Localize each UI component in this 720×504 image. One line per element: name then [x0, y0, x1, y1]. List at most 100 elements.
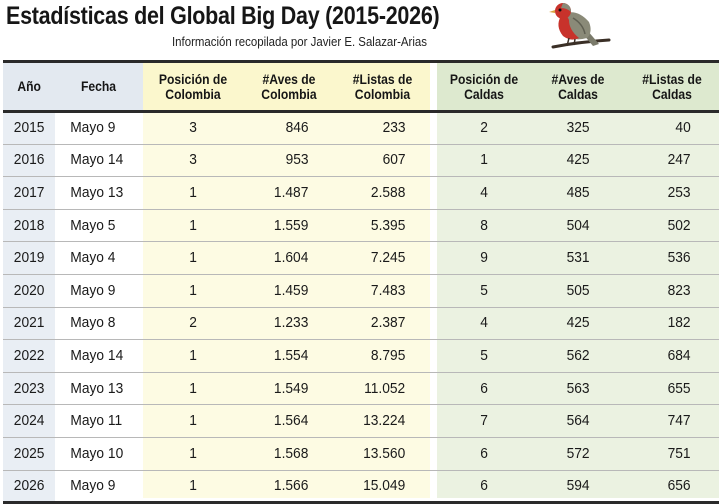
cell-posicion-colombia: 1	[189, 413, 197, 430]
cell-anio: 2015	[3, 111, 55, 145]
page-subtitle: Información recopilada por Javier E. Sal…	[172, 34, 427, 49]
cell-listas-colombia: 13.224	[362, 413, 405, 430]
header-aves-colombia: #Aves de Colombia	[243, 61, 335, 112]
cell-aves-colombia: 953	[285, 152, 309, 169]
cell-aves-caldas: 562	[566, 347, 590, 364]
cell-anio: 2023	[3, 372, 55, 405]
cell-aves-caldas: 485	[566, 184, 590, 201]
cell-gap	[430, 241, 437, 275]
cell-listas-caldas: 655	[667, 380, 691, 397]
cell-listas-caldas: 182	[667, 315, 691, 332]
cell-gap	[430, 470, 437, 503]
cell-gap	[430, 437, 437, 471]
cell-gap	[430, 339, 437, 373]
colombia-column-band	[143, 60, 430, 498]
table-row: 2016 Mayo 14 3 953 607 1 425 247	[3, 144, 719, 177]
cell-listas-colombia: 11.052	[363, 380, 405, 397]
header-aves-caldas: #Aves de Caldas	[531, 61, 625, 112]
cell-listas-caldas: 656	[667, 477, 691, 494]
cell-posicion-colombia: 3	[189, 120, 197, 137]
table-row: 2019 Mayo 4 1 1.604 7.245 9 531 536	[3, 241, 719, 275]
table-row: 2020 Mayo 9 1 1.459 7.483 5 505 823	[3, 274, 719, 308]
cell-posicion-caldas: 5	[480, 347, 488, 364]
header-posicion-caldas: Posición de Caldas	[437, 61, 531, 112]
cell-aves-colombia: 846	[285, 120, 309, 137]
cell-gap	[430, 274, 437, 308]
cell-posicion-caldas: 4	[480, 184, 488, 201]
cell-aves-colombia: 1.604	[273, 250, 309, 267]
cell-gap	[430, 372, 437, 405]
cell-listas-colombia: 15.049	[362, 477, 405, 494]
cell-listas-caldas: 502	[667, 217, 691, 234]
cell-posicion-caldas: 5	[480, 282, 488, 299]
cell-listas-caldas: 823	[667, 282, 691, 299]
cell-aves-caldas: 325	[566, 120, 590, 137]
cell-aves-caldas: 531	[566, 250, 590, 267]
cell-listas-colombia: 2.588	[370, 184, 406, 201]
table-row: 2021 Mayo 8 2 1.233 2.387 4 425 182	[3, 307, 719, 340]
cell-fecha: Mayo 14	[55, 144, 143, 177]
cell-posicion-caldas: 6	[480, 477, 488, 494]
cell-aves-colombia: 1.487	[273, 184, 309, 201]
cell-fecha: Mayo 4	[55, 241, 143, 275]
cell-anio: 2025	[3, 437, 55, 471]
cell-posicion-colombia: 1	[189, 184, 197, 201]
table-row: 2025 Mayo 10 1 1.568 13.560 6 572 751	[3, 437, 719, 471]
caldas-column-band	[437, 60, 719, 498]
cell-posicion-caldas: 9	[480, 250, 488, 267]
cell-aves-colombia: 1.549	[273, 380, 309, 397]
stats-table-container: Año Fecha Posición de Colombia #Aves de …	[3, 60, 719, 503]
cell-listas-colombia: 5.395	[370, 217, 406, 234]
cell-anio: 2019	[3, 241, 55, 275]
header-gap	[430, 61, 437, 112]
cell-posicion-colombia: 1	[189, 250, 197, 267]
cell-gap	[430, 176, 437, 210]
cell-aves-caldas: 425	[566, 152, 590, 169]
cell-fecha: Mayo 13	[55, 176, 143, 210]
cell-fecha: Mayo 11	[55, 404, 143, 438]
cell-anio: 2024	[3, 404, 55, 438]
cell-posicion-caldas: 6	[480, 380, 488, 397]
cell-posicion-caldas: 4	[480, 315, 488, 332]
cell-gap	[430, 144, 437, 177]
cell-aves-colombia: 1.554	[273, 347, 309, 364]
cell-fecha: Mayo 10	[55, 437, 143, 471]
cell-anio: 2026	[3, 470, 55, 503]
cell-aves-colombia: 1.559	[273, 217, 309, 234]
cell-listas-colombia: 2.387	[370, 315, 406, 332]
cell-listas-caldas: 684	[667, 347, 691, 364]
cell-aves-colombia: 1.564	[273, 413, 309, 430]
robin-bird-icon	[549, 3, 611, 49]
cell-listas-colombia: 607	[382, 152, 406, 169]
cell-aves-caldas: 563	[566, 380, 590, 397]
cell-aves-caldas: 594	[566, 477, 590, 494]
table-row: 2017 Mayo 13 1 1.487 2.588 4 485 253	[3, 176, 719, 210]
cell-aves-caldas: 564	[566, 413, 590, 430]
cell-anio: 2016	[3, 144, 55, 177]
cell-posicion-colombia: 1	[189, 380, 197, 397]
cell-listas-colombia: 13.560	[362, 445, 405, 462]
table-row: 2022 Mayo 14 1 1.554 8.795 5 562 684	[3, 339, 719, 373]
cell-posicion-caldas: 7	[480, 413, 488, 430]
cell-posicion-caldas: 1	[480, 152, 488, 169]
cell-posicion-colombia: 3	[189, 152, 197, 169]
cell-aves-caldas: 425	[566, 315, 590, 332]
cell-anio: 2017	[3, 176, 55, 210]
cell-listas-colombia: 7.483	[370, 282, 406, 299]
cell-aves-colombia: 1.566	[273, 477, 309, 494]
cell-listas-caldas: 253	[667, 184, 691, 201]
cell-anio: 2020	[3, 274, 55, 308]
big-day-stats-table: Año Fecha Posición de Colombia #Aves de …	[3, 60, 719, 504]
cell-posicion-colombia: 2	[189, 315, 197, 332]
cell-aves-caldas: 505	[566, 282, 590, 299]
cell-fecha: Mayo 14	[55, 339, 143, 373]
cell-posicion-colombia: 1	[189, 217, 197, 234]
cell-anio: 2021	[3, 307, 55, 340]
cell-listas-caldas: 747	[667, 413, 691, 430]
table-header-row: Año Fecha Posición de Colombia #Aves de …	[3, 61, 719, 112]
header-fecha: Fecha	[55, 61, 143, 112]
header-anio: Año	[3, 61, 55, 112]
cell-aves-colombia: 1.233	[273, 315, 309, 332]
cell-fecha: Mayo 9	[55, 470, 143, 503]
header-listas-caldas: #Listas de Caldas	[625, 61, 719, 112]
